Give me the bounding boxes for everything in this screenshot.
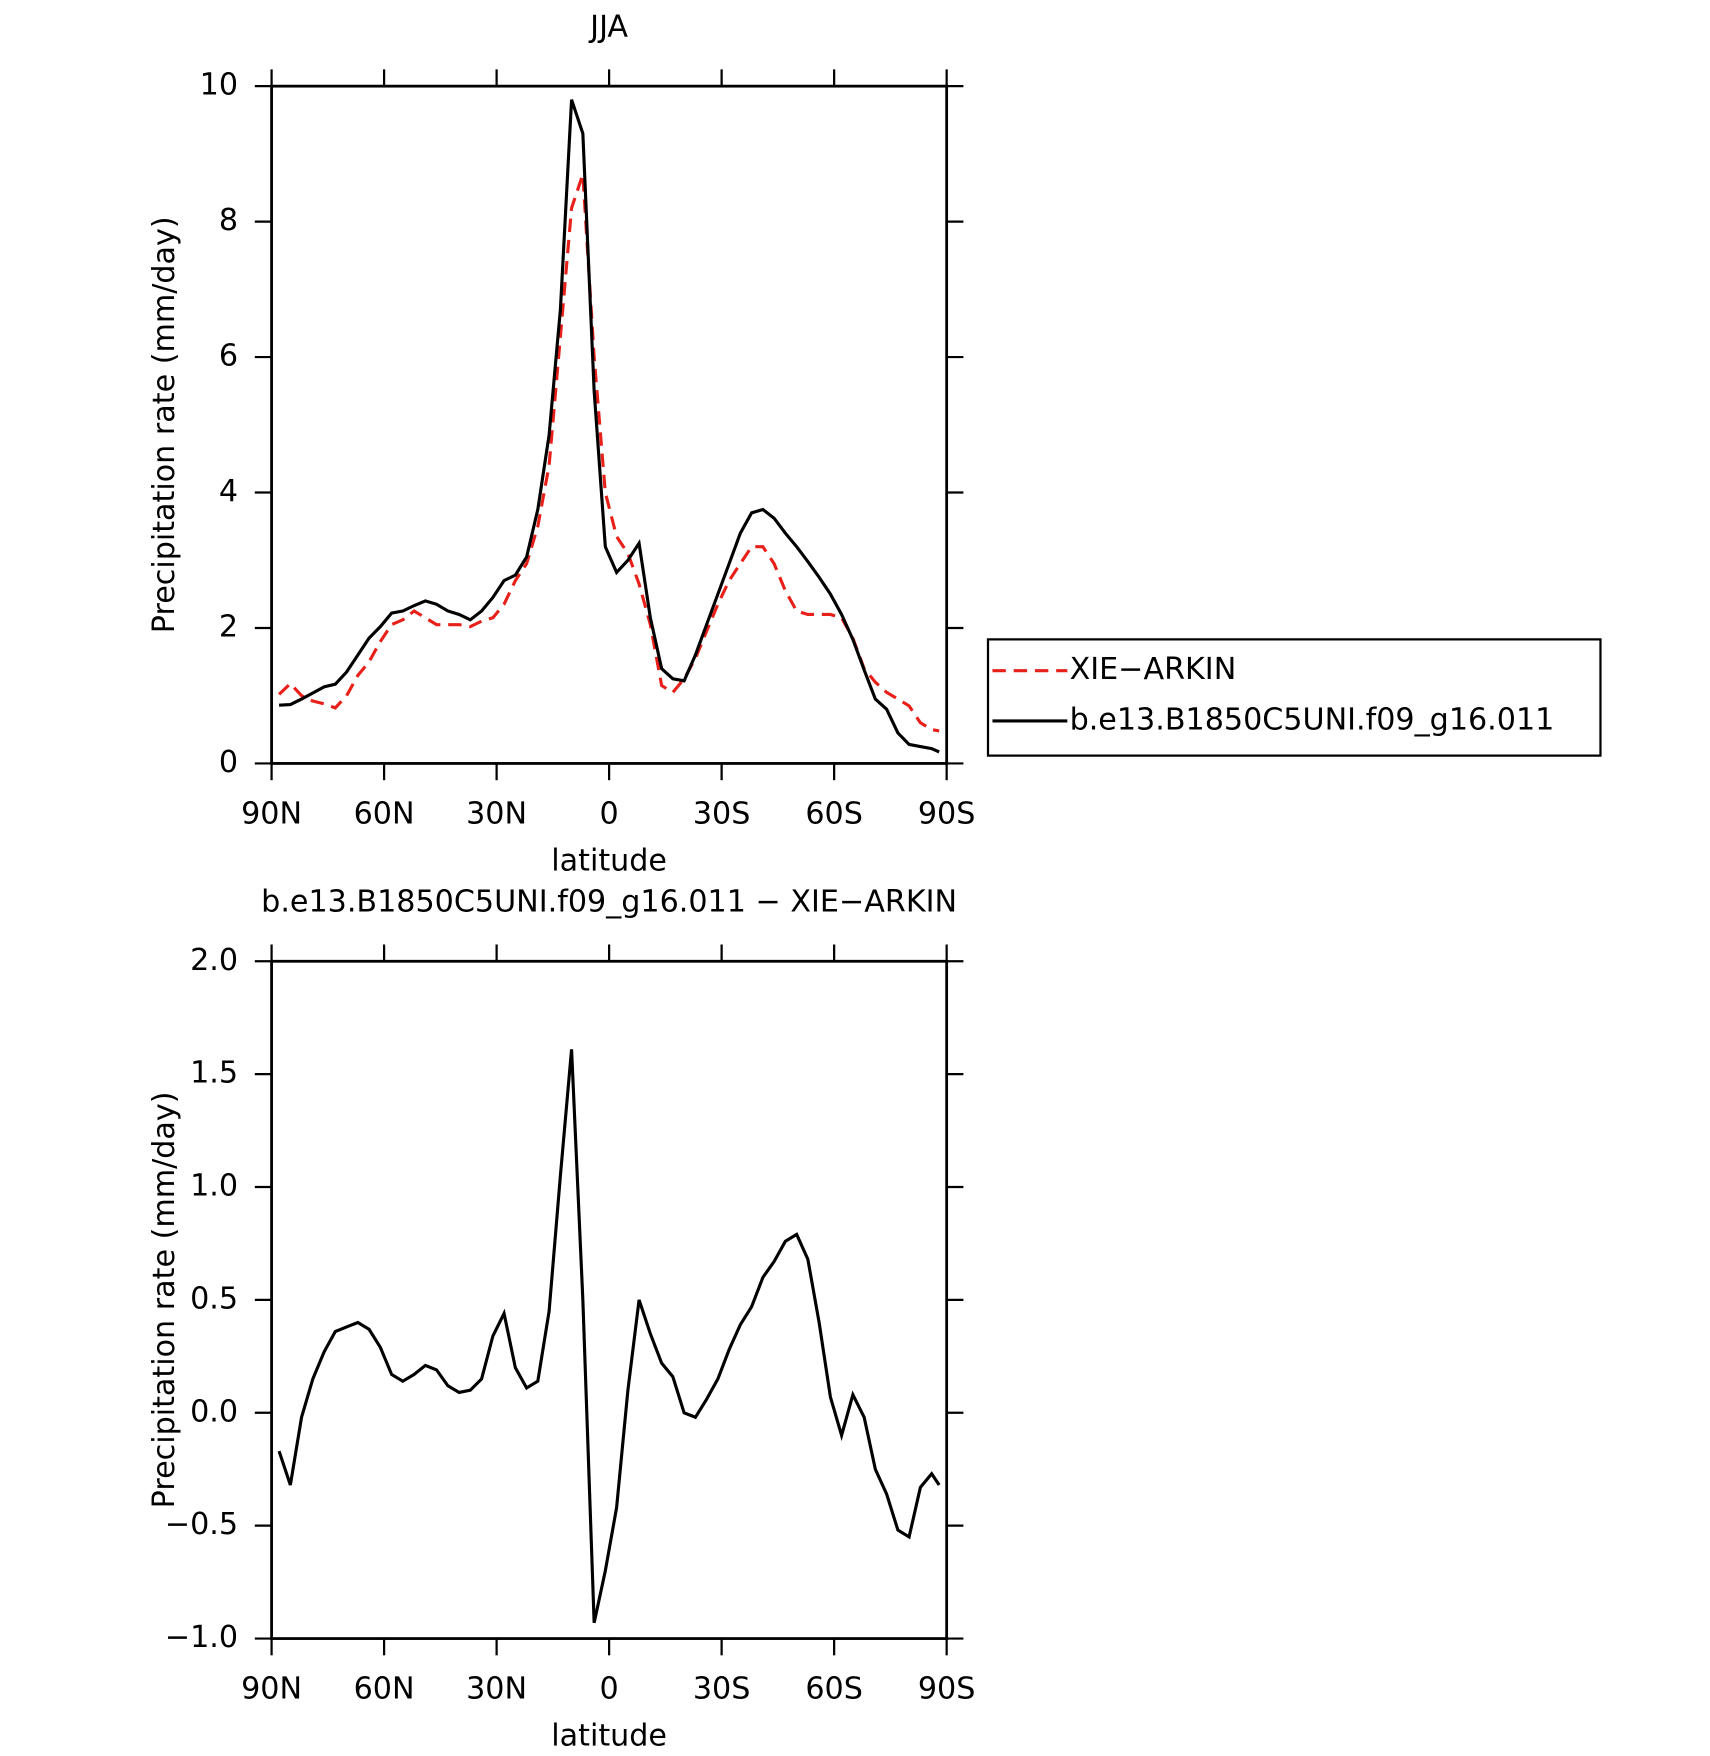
y-tick-label: 4: [219, 474, 238, 509]
legend-label: XIE−ARKIN: [1070, 652, 1237, 687]
y-axis-label: Precipitation rate (mm/day): [147, 1091, 182, 1508]
x-tick-label: 30S: [693, 796, 751, 831]
x-tick-label: 60S: [805, 796, 863, 831]
chart-title: b.e13.B1850C5UNI.f09_g16.011 − XIE−ARKIN: [261, 885, 957, 920]
plot-frame: [270, 84, 949, 765]
x-tick-label: 0: [600, 796, 619, 831]
x-tick-label: 0: [600, 1671, 619, 1706]
y-tick-label: 0: [219, 745, 238, 780]
y-tick-label: 6: [219, 339, 238, 374]
chart-title: JJA: [588, 10, 628, 45]
data-line: [277, 173, 940, 733]
x-tick-label: 60S: [805, 1671, 863, 1706]
y-tick-label: 2: [219, 609, 238, 644]
plot-frame: [270, 959, 949, 1640]
y-tick-label: −0.5: [165, 1507, 238, 1542]
x-axis-label: latitude: [551, 1718, 667, 1753]
y-tick-label: 0.5: [190, 1281, 238, 1316]
x-axis-label: latitude: [551, 843, 667, 878]
x-tick-label: 60N: [354, 796, 415, 831]
legend-label: b.e13.B1850C5UNI.f09_g16.011: [1070, 702, 1555, 737]
y-axis-label: Precipitation rate (mm/day): [147, 216, 182, 633]
x-tick-label: 90S: [918, 796, 976, 831]
y-tick-label: 10: [200, 68, 238, 103]
legend-box: [986, 638, 1602, 757]
x-tick-label: 30S: [693, 1671, 751, 1706]
y-tick-label: 8: [219, 203, 238, 238]
x-tick-label: 30N: [466, 796, 527, 831]
x-tick-label: 60N: [354, 1671, 415, 1706]
data-line: [277, 1049, 941, 1624]
x-tick-label: 90N: [241, 1671, 302, 1706]
data-line: [278, 99, 940, 754]
y-tick-label: 1.5: [190, 1056, 238, 1091]
y-tick-label: 1.0: [190, 1169, 238, 1204]
x-tick-label: 30N: [466, 1671, 527, 1706]
y-tick-label: 2.0: [190, 943, 238, 978]
y-tick-label: 0.0: [190, 1394, 238, 1429]
x-tick-label: 90N: [241, 796, 302, 831]
x-tick-label: 90S: [918, 1671, 976, 1706]
y-tick-label: −1.0: [165, 1620, 238, 1655]
